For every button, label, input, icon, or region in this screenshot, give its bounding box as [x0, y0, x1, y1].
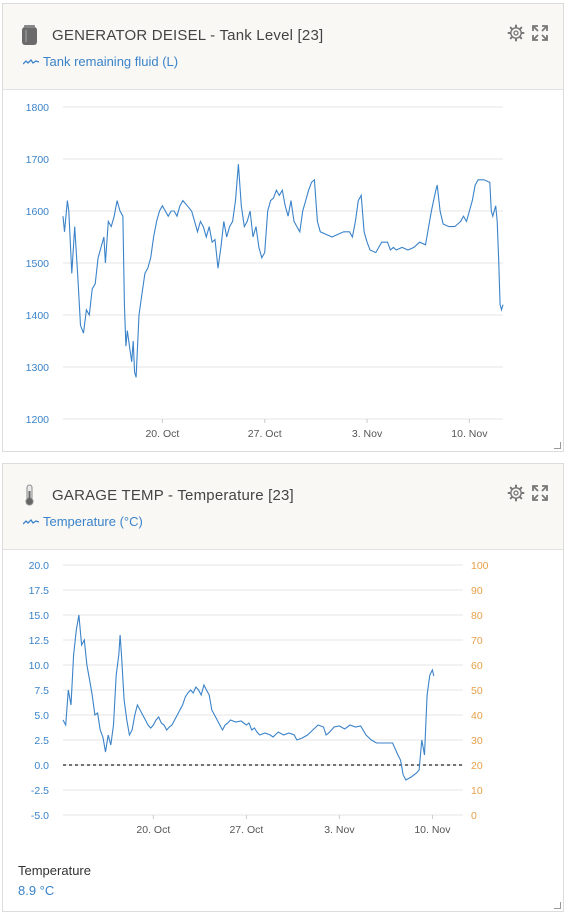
x-tick-label: 20. Oct: [145, 428, 179, 440]
y2-tick-label: 30: [471, 735, 483, 747]
x-tick-label: 10. Nov: [414, 824, 451, 836]
y2-tick-label: 100: [471, 560, 489, 572]
current-value-label: Temperature: [18, 863, 91, 878]
y-tick-label: 1700: [26, 154, 50, 166]
header-icons: [507, 24, 549, 42]
x-tick-label: 20. Oct: [136, 824, 170, 836]
y2-tick-label: 40: [471, 710, 483, 722]
y-tick-label: -2.5: [31, 785, 49, 797]
y-tick-label: 1600: [26, 206, 50, 218]
widget-title: GARAGE TEMP - Temperature [23]: [52, 486, 294, 504]
y-tick-label: 1300: [26, 362, 50, 374]
x-tick-label: 3. Nov: [324, 824, 355, 836]
legend-label: Temperature (°C): [43, 514, 143, 529]
temperature-chart: 20.0 17.5 15.0 12.5 10.0 7.5 5.0 2.5 0.0 -2.5 -5.0…: [29, 560, 489, 836]
y-tick-label: -5.0: [31, 810, 49, 822]
tank-level-widget: GENERATOR DEISEL - Tank Level [23] Tank …: [2, 3, 564, 452]
gear-icon[interactable]: [507, 24, 525, 42]
y-tick-label: 20.0: [29, 560, 50, 572]
series-line: [62, 614, 435, 781]
tank-icon: [21, 24, 38, 46]
title-row: GARAGE TEMP - Temperature [23]: [21, 484, 294, 506]
garage-temp-widget: GARAGE TEMP - Temperature [23] Temperatu…: [2, 463, 564, 912]
expand-icon[interactable]: [531, 24, 549, 42]
y-tick-label: 0.0: [34, 760, 49, 772]
y-tick-label: 1400: [26, 310, 50, 322]
y-tick-label: 12.5: [29, 635, 50, 647]
title-row: GENERATOR DEISEL - Tank Level [23]: [21, 24, 323, 46]
chart-legend[interactable]: Tank remaining fluid (L): [23, 54, 178, 69]
tank-level-chart: 1800 1700 1600 1500 1400 1300 1200 20. Oct 27. O…: [26, 102, 504, 440]
y-tick-label: 17.5: [29, 585, 50, 597]
resize-handle[interactable]: [554, 442, 561, 449]
thermometer-icon: [21, 484, 38, 506]
y-tick-label: 1800: [26, 102, 50, 114]
x-tick-label: 27. Oct: [248, 428, 282, 440]
widget-header: GARAGE TEMP - Temperature [23] Temperatu…: [3, 464, 563, 550]
widget-header: GENERATOR DEISEL - Tank Level [23] Tank …: [3, 4, 563, 90]
y2-tick-label: 80: [471, 610, 483, 622]
y-tick-label: 2.5: [34, 735, 49, 747]
y-tick-label: 15.0: [29, 610, 50, 622]
widget-title: GENERATOR DEISEL - Tank Level [23]: [52, 26, 324, 44]
chart-legend[interactable]: Temperature (°C): [23, 514, 143, 529]
y-tick-label: 5.0: [34, 710, 49, 722]
y-tick-label: 1500: [26, 258, 50, 270]
y2-tick-label: 20: [471, 760, 483, 772]
resize-handle[interactable]: [554, 902, 561, 909]
y2-tick-label: 70: [471, 635, 483, 647]
y2-tick-label: 10: [471, 785, 483, 797]
header-icons: [507, 484, 549, 502]
y2-tick-label: 0: [471, 810, 477, 822]
y2-tick-label: 50: [471, 685, 483, 697]
y2-tick-label: 60: [471, 660, 483, 672]
current-value: 8.9 °C: [18, 883, 55, 898]
expand-icon[interactable]: [531, 484, 549, 502]
y-tick-label: 1200: [26, 414, 50, 426]
x-tick-label: 10. Nov: [451, 428, 488, 440]
series-line: [62, 164, 504, 378]
y2-tick-label: 90: [471, 585, 483, 597]
x-tick-label: 27. Oct: [229, 824, 263, 836]
y-tick-label: 7.5: [34, 685, 49, 697]
gear-icon[interactable]: [507, 484, 525, 502]
line-series-icon: [23, 58, 39, 64]
legend-label: Tank remaining fluid (L): [43, 54, 179, 69]
y-tick-label: 10.0: [29, 660, 50, 672]
line-series-icon: [23, 518, 39, 524]
x-tick-label: 3. Nov: [352, 428, 383, 440]
